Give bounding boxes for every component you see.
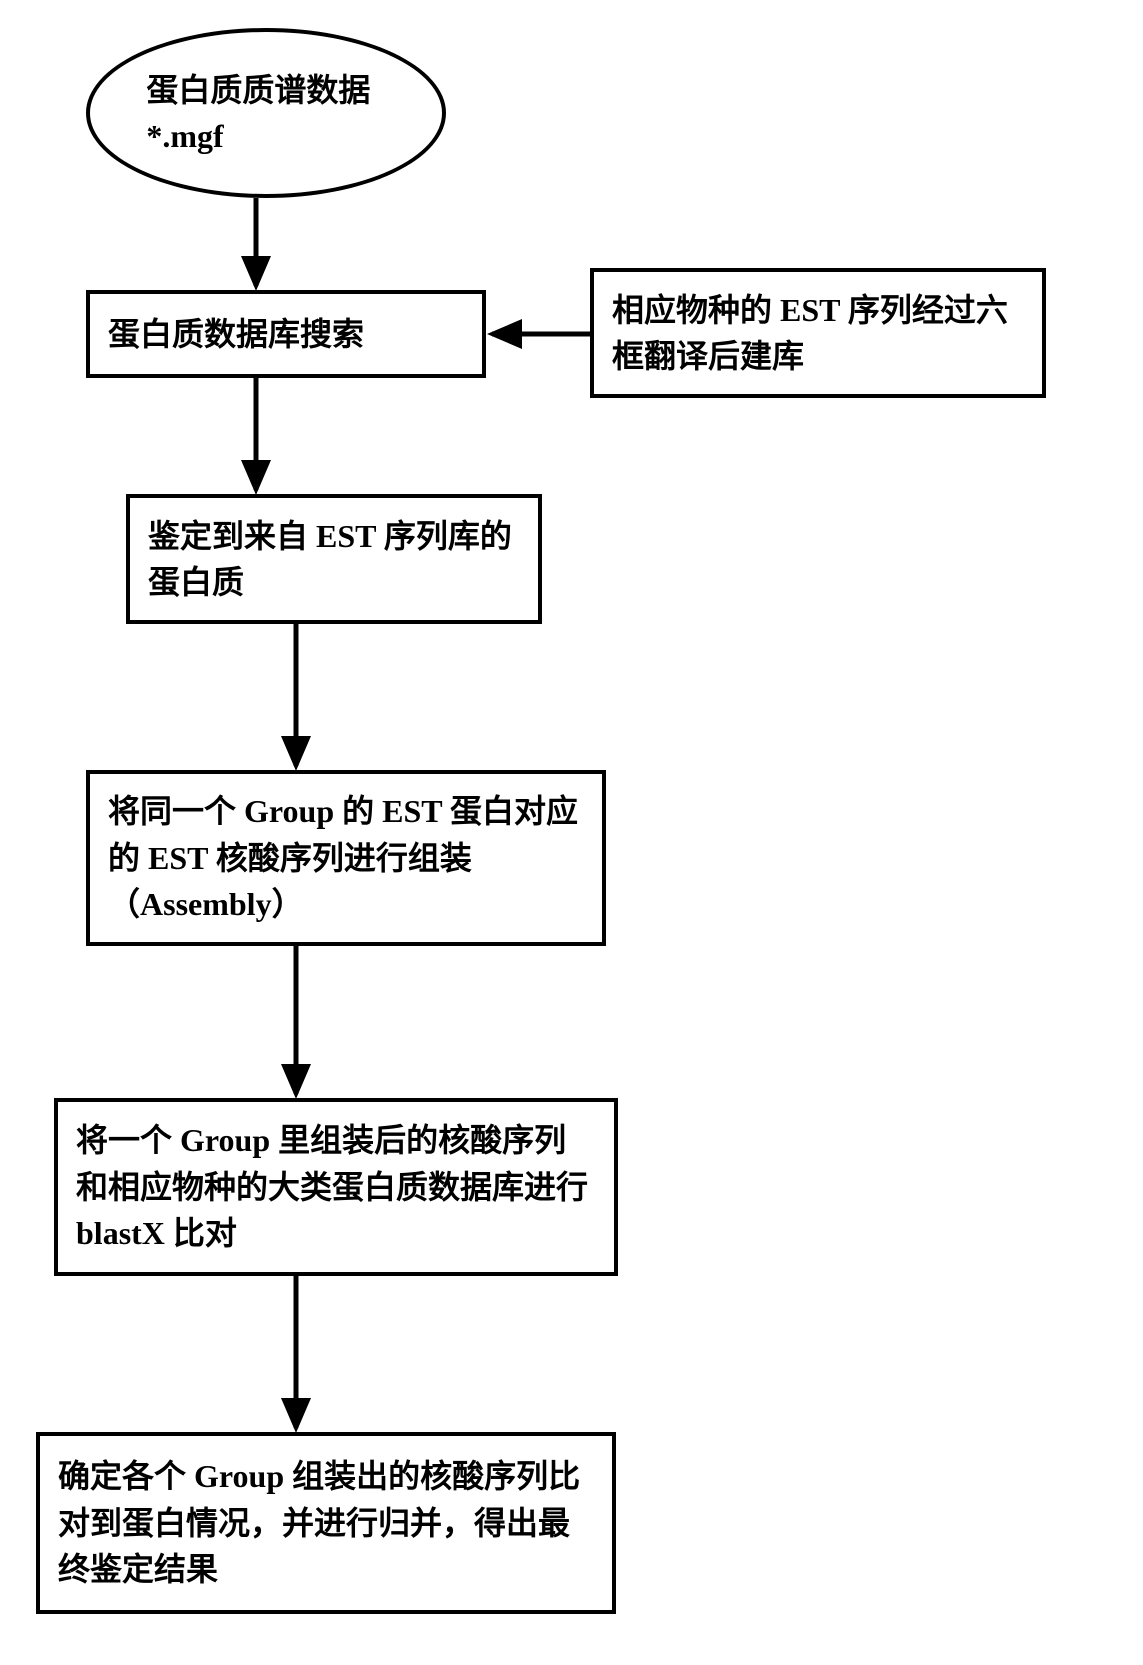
- node-start-label: 蛋白质质谱数据*.mgf: [146, 67, 385, 160]
- node-assembly: 将同一个 Group 的 EST 蛋白对应的 EST 核酸序列进行组装（Asse…: [86, 770, 606, 946]
- node-result: 确定各个 Group 组装出的核酸序列比对到蛋白情况，并进行归并，得出最终鉴定结…: [36, 1432, 616, 1614]
- node-blastx-label: 将一个 Group 里组装后的核酸序列和相应物种的大类蛋白质数据库进行 blas…: [76, 1117, 596, 1256]
- node-identify-label: 鉴定到来自 EST 序列库的蛋白质: [148, 513, 520, 606]
- node-start: 蛋白质质谱数据*.mgf: [86, 28, 446, 198]
- node-assembly-label: 将同一个 Group 的 EST 蛋白对应的 EST 核酸序列进行组装（Asse…: [108, 788, 584, 927]
- node-est-lib: 相应物种的 EST 序列经过六框翻译后建库: [590, 268, 1046, 398]
- node-result-label: 确定各个 Group 组装出的核酸序列比对到蛋白情况，并进行归并，得出最终鉴定结…: [58, 1453, 594, 1592]
- node-blastx: 将一个 Group 里组装后的核酸序列和相应物种的大类蛋白质数据库进行 blas…: [54, 1098, 618, 1276]
- node-identify: 鉴定到来自 EST 序列库的蛋白质: [126, 494, 542, 624]
- node-db-search-label: 蛋白质数据库搜索: [108, 311, 364, 357]
- node-est-lib-label: 相应物种的 EST 序列经过六框翻译后建库: [612, 287, 1024, 380]
- node-db-search: 蛋白质数据库搜索: [86, 290, 486, 378]
